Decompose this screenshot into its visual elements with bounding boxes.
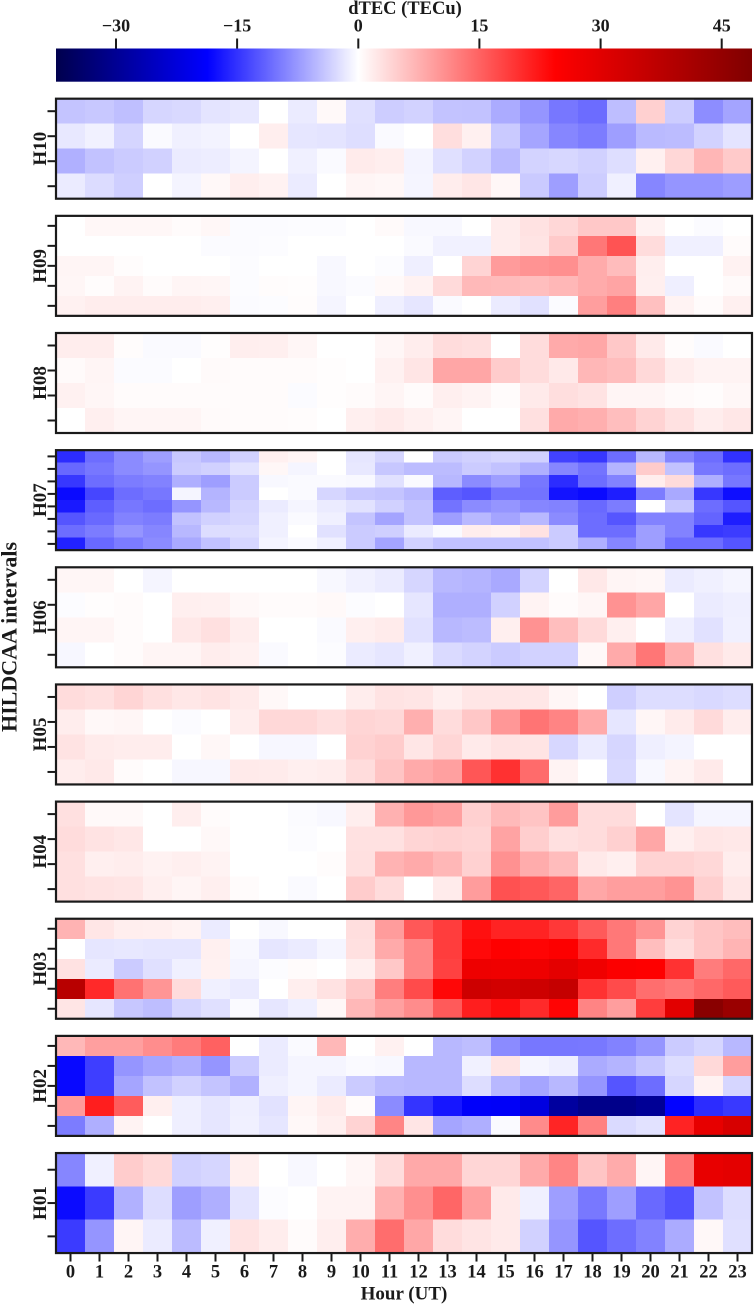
svg-text:−30: −30 [102, 16, 130, 36]
svg-text:−15: −15 [223, 16, 251, 36]
svg-text:H05: H05 [30, 718, 51, 752]
svg-text:11: 11 [381, 1263, 398, 1283]
svg-text:H08: H08 [30, 366, 51, 400]
svg-text:20: 20 [641, 1263, 660, 1283]
svg-text:2: 2 [124, 1263, 133, 1283]
svg-text:13: 13 [438, 1263, 457, 1283]
svg-text:14: 14 [467, 1263, 486, 1283]
svg-text:H09: H09 [30, 249, 51, 283]
svg-text:dTEC (TECu): dTEC (TECu) [348, 0, 462, 19]
svg-text:22: 22 [699, 1263, 718, 1283]
svg-text:0: 0 [354, 16, 363, 36]
svg-text:5: 5 [211, 1263, 220, 1283]
svg-text:6: 6 [240, 1263, 249, 1283]
svg-text:3: 3 [153, 1263, 162, 1283]
svg-text:17: 17 [554, 1263, 573, 1283]
svg-text:18: 18 [583, 1263, 602, 1283]
svg-text:15: 15 [496, 1263, 515, 1283]
svg-text:15: 15 [470, 16, 488, 36]
svg-text:Hour (UT): Hour (UT) [361, 1284, 448, 1305]
svg-text:H07: H07 [30, 483, 51, 517]
svg-text:H10: H10 [30, 132, 51, 166]
svg-text:HILDCAA intervals: HILDCAA intervals [0, 542, 22, 733]
svg-text:12: 12 [409, 1263, 428, 1283]
svg-text:H06: H06 [30, 600, 51, 634]
svg-text:7: 7 [269, 1263, 278, 1283]
svg-text:H02: H02 [30, 1069, 51, 1103]
svg-text:H04: H04 [30, 834, 51, 868]
svg-text:1: 1 [95, 1263, 104, 1283]
svg-text:0: 0 [66, 1263, 75, 1283]
svg-text:21: 21 [670, 1263, 689, 1283]
svg-text:16: 16 [525, 1263, 544, 1283]
svg-text:H03: H03 [30, 952, 51, 986]
svg-text:23: 23 [728, 1263, 747, 1283]
svg-text:8: 8 [298, 1263, 307, 1283]
svg-text:9: 9 [327, 1263, 336, 1283]
svg-text:10: 10 [351, 1263, 370, 1283]
svg-text:19: 19 [612, 1263, 631, 1283]
svg-text:45: 45 [713, 16, 731, 36]
svg-text:H01: H01 [30, 1186, 51, 1220]
svg-text:30: 30 [592, 16, 610, 36]
svg-text:4: 4 [182, 1263, 191, 1283]
